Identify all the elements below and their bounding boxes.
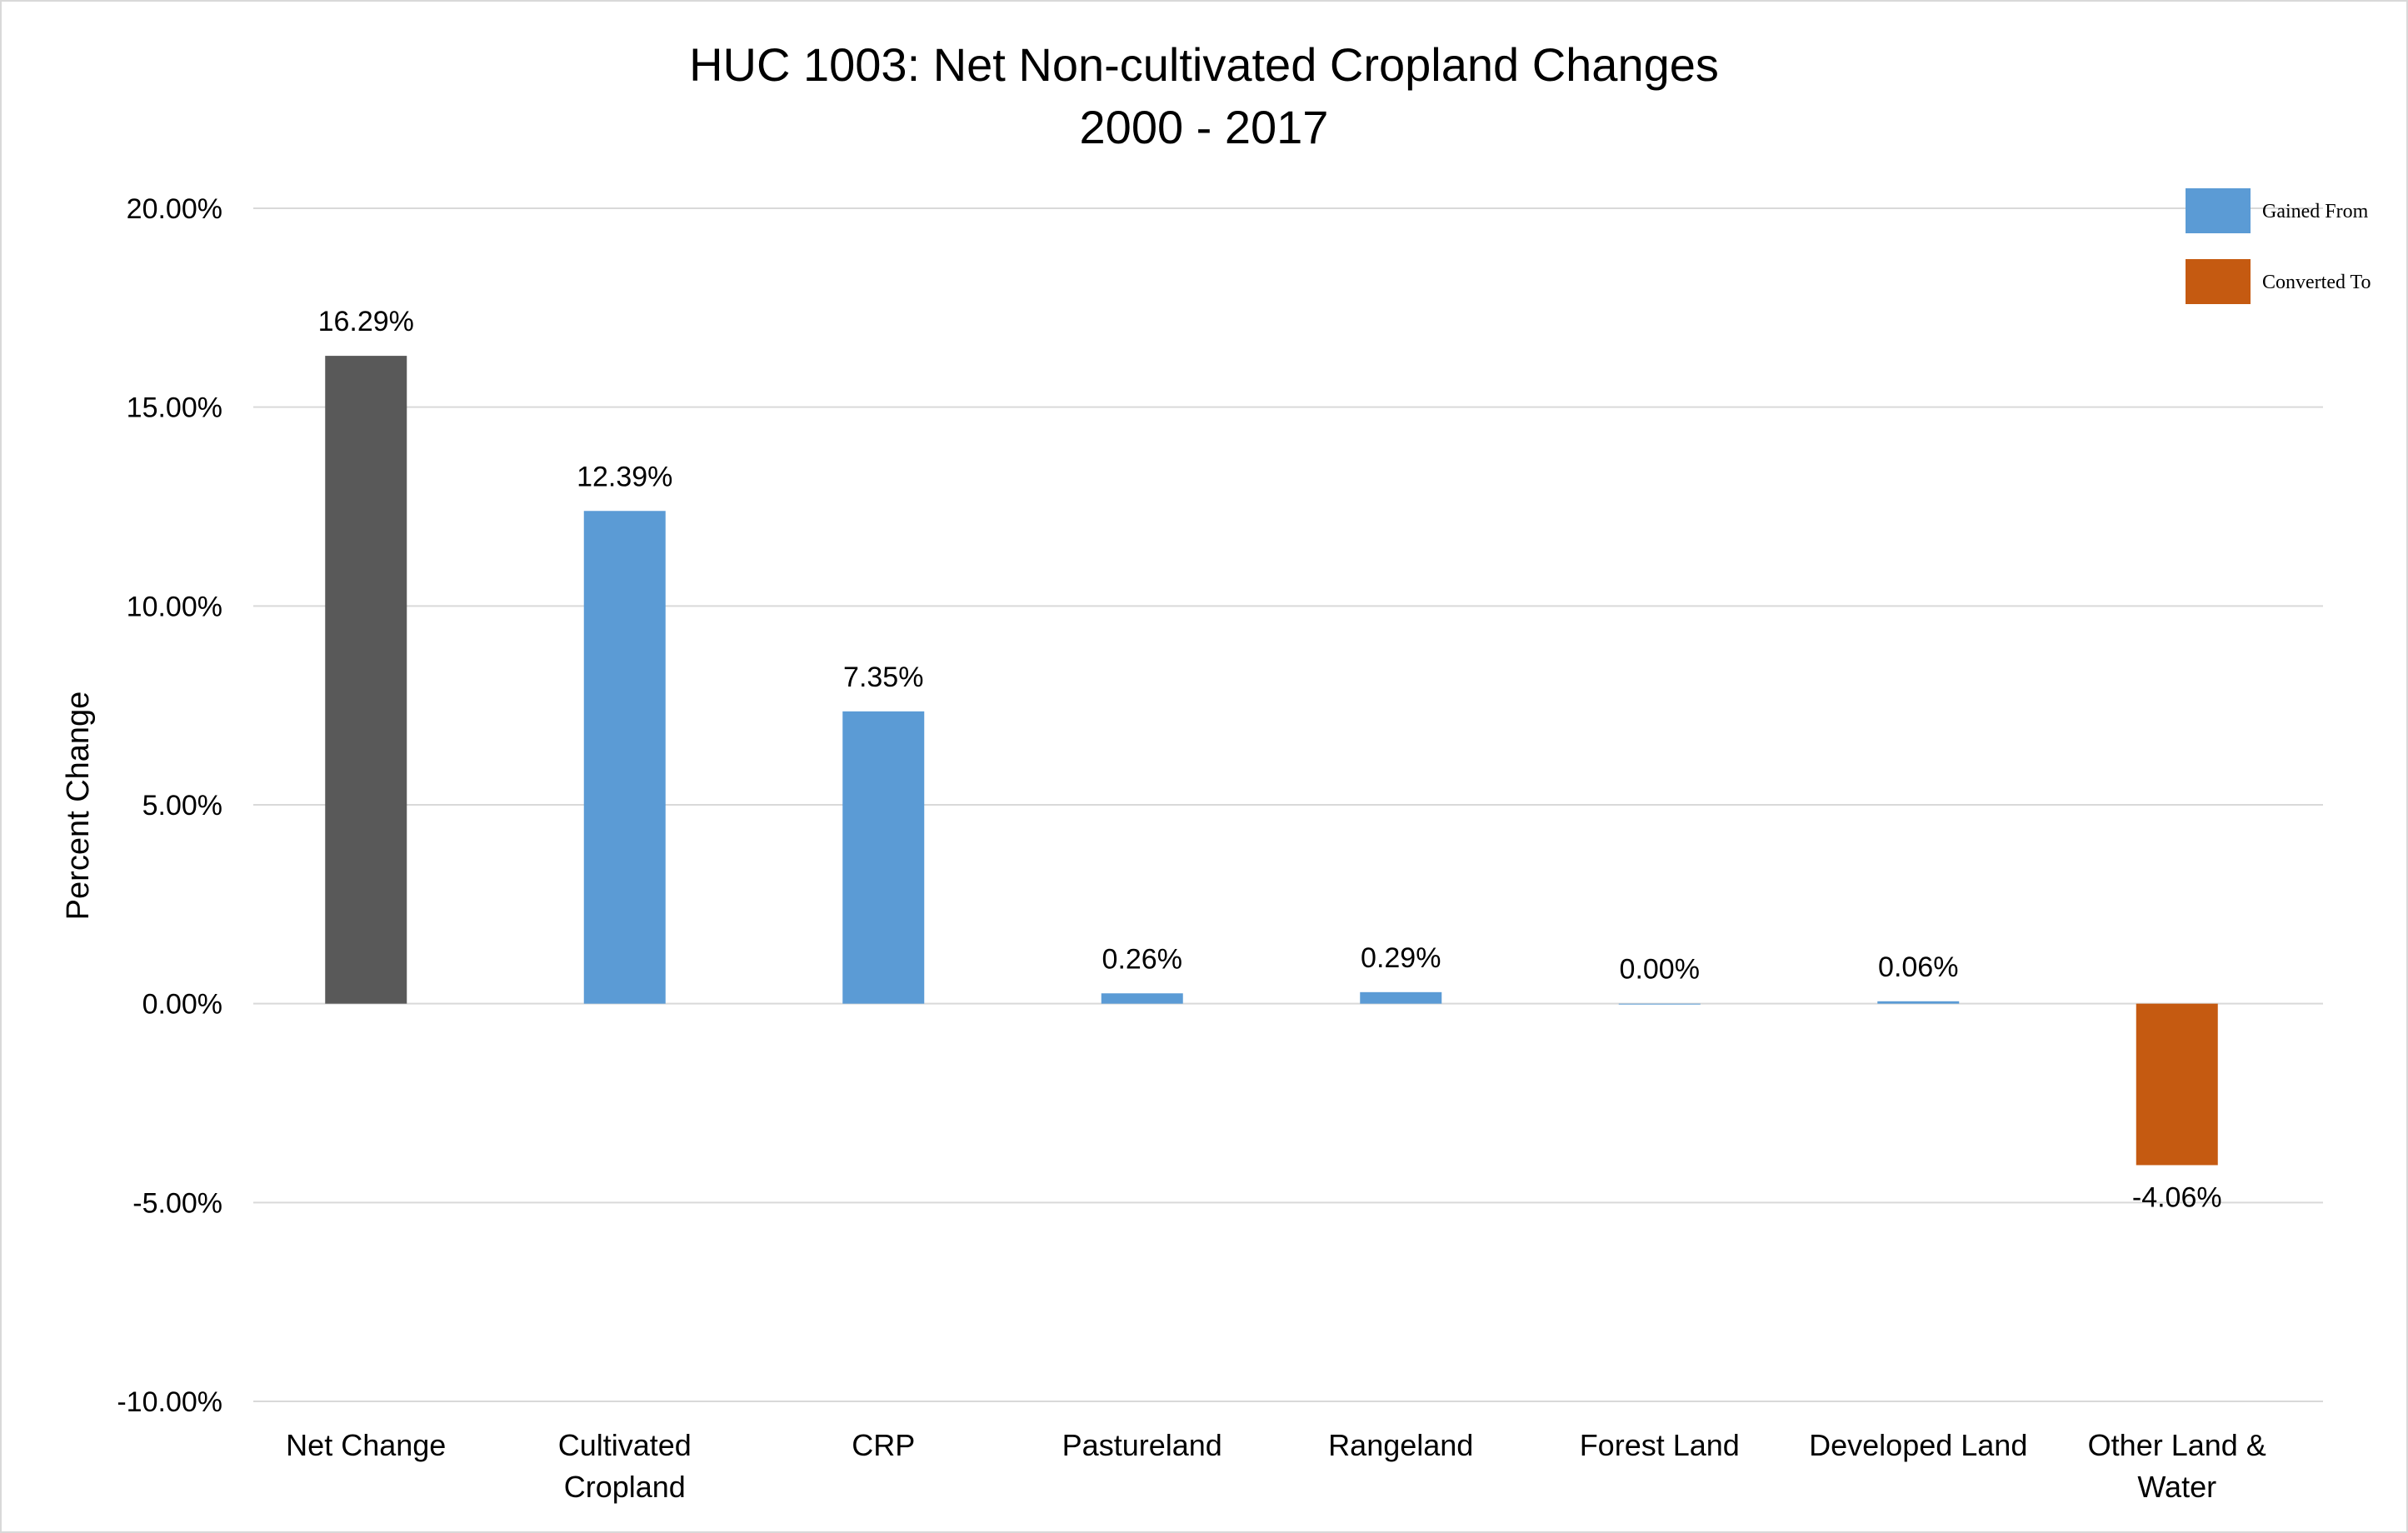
- bar: [1360, 991, 1442, 1004]
- y-tick-label: 15.00%: [127, 392, 222, 424]
- legend-swatch: [2186, 259, 2251, 304]
- x-axis-category-labels: Net Change Cultivated Cropland CRP Pasturela…: [286, 1428, 2266, 1504]
- legend-label: Converted To: [2262, 272, 2371, 293]
- gridlines: [253, 207, 2323, 1402]
- bar: [1618, 1003, 1701, 1005]
- legend-label: Gained From: [2262, 201, 2369, 222]
- y-tick-label: -5.00%: [132, 1187, 222, 1219]
- data-label: 0.06%: [1878, 951, 1958, 983]
- bar: [325, 356, 407, 1004]
- y-axis-tick-labels: 20.00% 15.00% 10.00% 5.00% 0.00% -5.00% -10.00…: [117, 193, 222, 1418]
- x-category-label: Developed Land: [1809, 1428, 2027, 1462]
- x-category-label: Net Change: [286, 1428, 446, 1462]
- y-axis-title: Percent Change: [61, 692, 96, 921]
- y-tick-label: 0.00%: [142, 989, 222, 1021]
- x-category-label: Forest Land: [1580, 1428, 1740, 1462]
- data-labels: 16.29% 12.39% 7.35% 0.26% 0.29% 0.00% 0.06% -4.…: [318, 306, 2222, 1213]
- y-tick-label: 10.00%: [127, 591, 222, 622]
- chart-title: HUC 1003: Net Non-cultivated Cropland Ch…: [689, 38, 1719, 153]
- y-tick-label: 5.00%: [142, 790, 222, 821]
- data-label: 12.39%: [577, 461, 672, 492]
- x-category-label: Water: [2137, 1470, 2216, 1504]
- data-label: 0.26%: [1102, 943, 1182, 975]
- data-label: 16.29%: [318, 306, 414, 337]
- x-category-label: Rangeland: [1328, 1428, 1473, 1462]
- legend: Gained From Converted To: [2186, 188, 2371, 304]
- x-category-label: Cropland: [564, 1470, 686, 1504]
- legend-swatch: [2186, 188, 2251, 233]
- x-category-label: Pastureland: [1062, 1428, 1222, 1462]
- data-label: 7.35%: [843, 662, 923, 693]
- y-tick-label: -10.00%: [117, 1386, 222, 1418]
- bar: [2136, 1003, 2218, 1166]
- x-category-label: Other Land &: [2088, 1428, 2266, 1462]
- data-label: 0.00%: [1620, 954, 1700, 986]
- data-label: 0.29%: [1361, 942, 1441, 974]
- bar: [583, 511, 666, 1004]
- bar: [842, 711, 925, 1004]
- y-tick-label: 20.00%: [127, 193, 222, 225]
- x-category-label: Cultivated: [558, 1428, 692, 1462]
- chart-title-line-2: 2000 - 2017: [1080, 101, 1329, 153]
- bars: [325, 356, 2218, 1166]
- bar: [1101, 993, 1183, 1004]
- data-label: -4.06%: [2132, 1181, 2222, 1213]
- chart-title-line-1: HUC 1003: Net Non-cultivated Cropland Ch…: [689, 38, 1719, 91]
- x-category-label: CRP: [852, 1428, 915, 1462]
- bar: [1877, 1001, 1960, 1004]
